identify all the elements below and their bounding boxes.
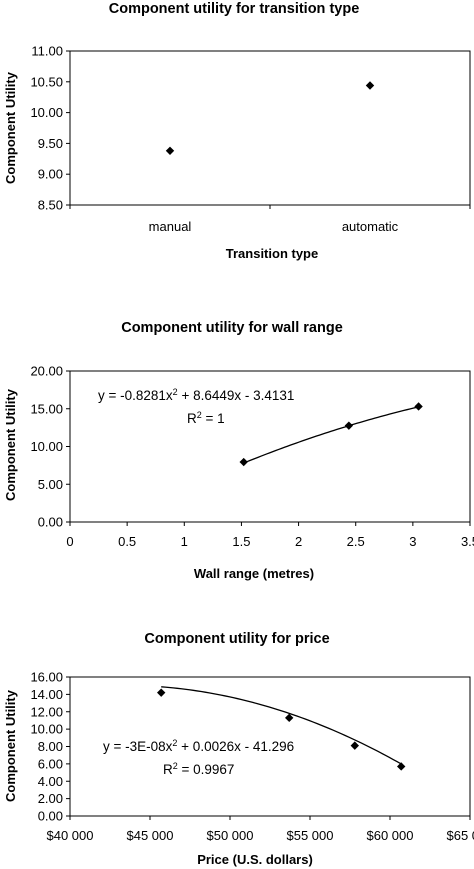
data-point <box>285 713 294 723</box>
y-tick-labels: 0.00 2.00 4.00 6.00 8.00 10.00 12.00 14.00 16.00 <box>30 670 70 824</box>
x-tick-label: 0.5 <box>118 534 136 549</box>
y-tick-label: 0.00 <box>38 515 63 530</box>
x-axis-title: Price (U.S. dollars) <box>197 852 313 867</box>
y-tick-label: 11.00 <box>31 44 63 59</box>
y-axis-title-wrap: Component Utility <box>3 689 18 802</box>
y-tick-label: 5.00 <box>38 477 63 492</box>
plot-area-frame <box>69 50 471 206</box>
x-tick-label: 2 <box>295 534 302 549</box>
trendline-equation: y = -0.8281x2 + 8.6449x - 3.4131 <box>98 387 294 403</box>
x-tick-label: $60 000 <box>367 828 414 843</box>
y-tick-label: 20.00 <box>30 364 63 379</box>
x-tick-label: 1 <box>181 534 188 549</box>
data-point <box>157 688 166 697</box>
r-squared-label: R2 = 1 <box>187 410 225 426</box>
x-tick-label: $65 000 <box>447 828 474 843</box>
y-tick-label: 0.00 <box>38 809 63 824</box>
y-tick-label: 6.00 <box>38 756 63 771</box>
x-tick-label: 3.5 <box>461 534 474 549</box>
chart-wall-range: Component utility for wall range Compone… <box>3 320 474 581</box>
x-tick-labels: $40 000 $45 000 $50 000 $55 000 $60 000 $65 0… <box>47 816 474 843</box>
y-tick-label: 12.00 <box>30 704 63 719</box>
data-point <box>397 762 406 771</box>
data-points <box>157 688 406 771</box>
y-tick-label: 2.00 <box>38 791 63 806</box>
x-tick-labels: 0 0.5 1 1.5 2 2.5 3 3.5 <box>66 522 474 549</box>
y-axis-title: Component Utility <box>3 388 18 501</box>
y-tick-label: 10.00 <box>30 722 63 737</box>
trendline <box>161 686 402 765</box>
x-tick-labels: manual automatic <box>69 205 471 234</box>
data-point <box>344 421 354 430</box>
y-tick-label: 9.50 <box>38 136 63 151</box>
data-point <box>239 457 248 467</box>
data-point <box>165 146 175 155</box>
x-tick-label: $50 000 <box>207 828 254 843</box>
y-axis-title: Component Utility <box>3 689 18 802</box>
x-tick-label: 1.5 <box>232 534 250 549</box>
trendline <box>243 406 419 464</box>
y-tick-label: 10.50 <box>30 74 63 89</box>
x-tick-label: 0 <box>66 534 73 549</box>
y-tick-label: 8.50 <box>38 198 63 213</box>
x-category-label: automatic <box>342 219 399 234</box>
data-points <box>239 402 423 467</box>
y-tick-labels: 8.50 9.00 9.50 10.00 10.50 11.00 <box>30 44 70 213</box>
y-tick-label: 4.00 <box>38 774 63 789</box>
y-axis-title-wrap: Component Utility <box>3 71 18 184</box>
y-tick-labels: 0.00 5.00 10.00 15.00 20.00 <box>30 364 70 530</box>
trendline-equation: y = -3E-08x2 + 0.0026x - 41.296 <box>103 738 294 754</box>
y-tick-label: 10.00 <box>30 439 63 454</box>
y-tick-label: 9.00 <box>38 167 63 182</box>
x-axis-title: Wall range (metres) <box>194 566 314 581</box>
y-tick-label: 16.00 <box>30 670 63 685</box>
chart-title: Component utility for transition type <box>109 1 360 17</box>
x-axis-title: Transition type <box>226 246 318 261</box>
y-tick-label: 10.00 <box>30 105 63 120</box>
chart-transition-type: Component utility for transition type Co… <box>3 1 471 261</box>
y-tick-label: 14.00 <box>30 687 63 702</box>
x-tick-label: $45 000 <box>127 828 174 843</box>
y-tick-label: 8.00 <box>38 739 63 754</box>
x-tick-label: $40 000 <box>47 828 94 843</box>
data-point <box>365 81 375 90</box>
y-tick-label: 15.00 <box>30 401 63 416</box>
chart-title: Component utility for price <box>144 631 329 647</box>
x-tick-label: $55 000 <box>287 828 334 843</box>
data-points <box>165 81 375 155</box>
data-point <box>350 741 359 750</box>
chart-price: Component utility for price Component Ut… <box>3 631 474 867</box>
x-category-label: manual <box>149 219 192 234</box>
y-axis-title-wrap: Component Utility <box>3 388 18 501</box>
x-tick-label: 2.5 <box>347 534 365 549</box>
data-point <box>414 402 423 411</box>
y-axis-title: Component Utility <box>3 71 18 184</box>
x-tick-label: 3 <box>409 534 416 549</box>
chart-title: Component utility for wall range <box>121 320 343 336</box>
r-squared-label: R2 = 0.9967 <box>163 761 234 777</box>
